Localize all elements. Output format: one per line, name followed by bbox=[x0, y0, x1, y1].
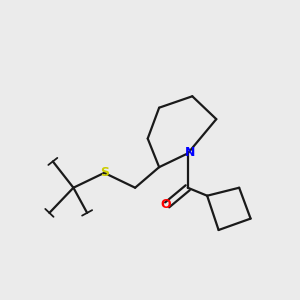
Text: O: O bbox=[161, 198, 171, 212]
Text: S: S bbox=[100, 167, 109, 179]
Text: N: N bbox=[185, 146, 195, 159]
